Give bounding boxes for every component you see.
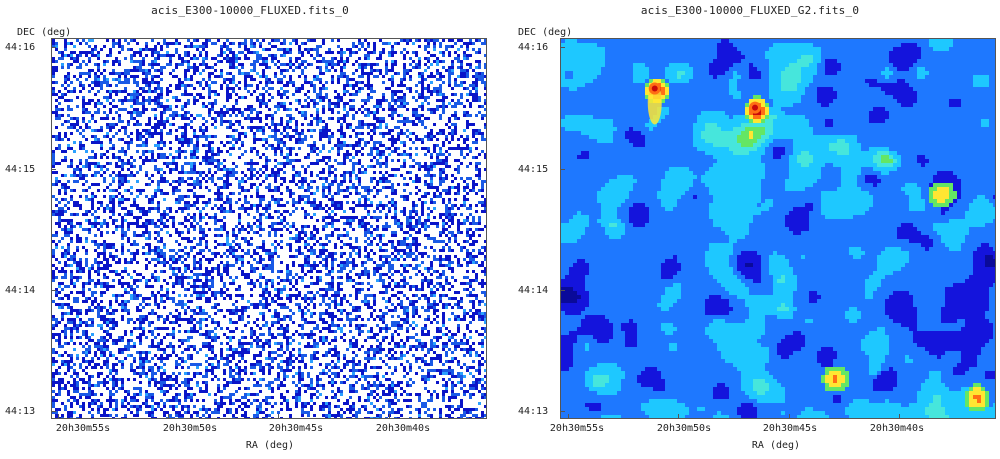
x-tick-label: 20h30m50s: [162, 423, 218, 434]
x-tick-label: 20h30m40s: [869, 423, 925, 434]
x-tick-label: 20h30m55s: [55, 423, 111, 434]
heatmap-cells: [561, 39, 995, 418]
y-tick-label: 44:13: [518, 406, 549, 417]
y-tick-mark: [51, 290, 56, 291]
heatmap-image: [52, 39, 486, 418]
x-axis-label: RA (deg): [751, 440, 801, 451]
chart-title: acis_E300-10000_FLUXED.fits_0: [151, 4, 349, 17]
y-tick-label: 44:14: [518, 285, 549, 296]
chart-panel-right: acis_E300-10000_FLUXED_G2.fits_0 DEC (de…: [500, 0, 1000, 459]
x-tick-mark: [389, 414, 390, 419]
x-tick-mark: [789, 414, 790, 419]
source-core: [752, 104, 759, 111]
y-axis-label: DEC (deg): [17, 27, 72, 38]
x-tick-mark: [678, 414, 679, 419]
y-tick-mark: [560, 47, 565, 48]
heatmap-pixels: [52, 39, 486, 418]
x-tick-mark: [568, 414, 569, 419]
source-core: [651, 85, 658, 92]
x-tick-mark: [899, 414, 900, 419]
y-tick-label: 44:15: [518, 164, 549, 175]
x-tick-label: 20h30m55s: [549, 423, 605, 434]
x-tick-mark: [58, 414, 59, 419]
x-tick-label: 20h30m50s: [656, 423, 712, 434]
x-tick-mark: [168, 414, 169, 419]
y-tick-label: 44:16: [5, 42, 36, 53]
image-plot-area[interactable]: [51, 38, 487, 419]
y-tick-label: 44:15: [5, 164, 36, 175]
y-tick-label: 44:16: [518, 42, 549, 53]
image-plot-area[interactable]: [560, 38, 996, 419]
chart-panel-left: acis_E300-10000_FLUXED.fits_0 DEC (deg) …: [5, 4, 487, 451]
y-tick-mark: [560, 411, 565, 412]
y-tick-mark: [560, 290, 565, 291]
x-axis-label: RA (deg): [245, 440, 295, 451]
y-tick-mark: [560, 169, 565, 170]
chart-title: acis_E300-10000_FLUXED_G2.fits_0: [640, 4, 860, 17]
y-tick-mark: [51, 411, 56, 412]
x-tick-label: 20h30m45s: [762, 423, 818, 434]
y-tick-label: 44:14: [5, 285, 36, 296]
y-tick-mark: [51, 169, 56, 170]
y-tick-mark: [51, 47, 56, 48]
heatmap-image: [561, 39, 995, 418]
x-tick-label: 20h30m45s: [268, 423, 324, 434]
y-tick-label: 44:13: [5, 406, 36, 417]
y-axis-label: DEC (deg): [518, 27, 573, 38]
x-tick-mark: [278, 414, 279, 419]
x-tick-label: 20h30m40s: [375, 423, 431, 434]
